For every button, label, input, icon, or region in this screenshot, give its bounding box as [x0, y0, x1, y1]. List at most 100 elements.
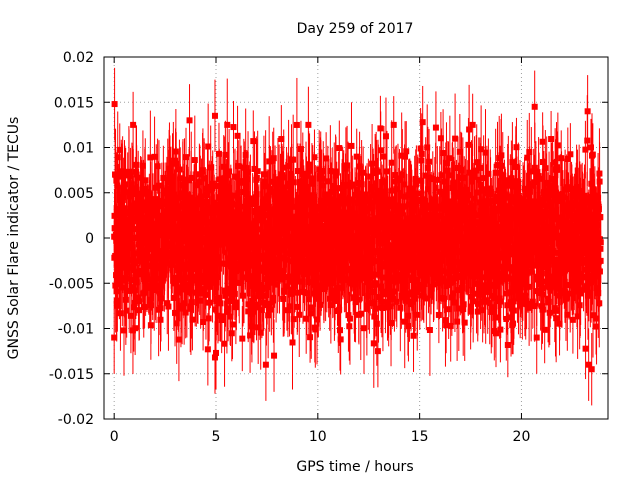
data-point: [279, 194, 286, 201]
data-point: [420, 196, 427, 203]
data-point: [190, 259, 197, 266]
data-point: [315, 289, 322, 296]
data-point: [415, 260, 422, 267]
data-point: [257, 293, 264, 300]
data-point: [278, 214, 285, 221]
data-point: [188, 174, 195, 181]
data-point: [374, 220, 381, 227]
data-point: [280, 174, 287, 181]
data-point: [203, 191, 210, 198]
data-point: [287, 224, 294, 231]
data-point: [278, 136, 285, 143]
data-point: [460, 263, 467, 270]
data-point: [343, 245, 350, 252]
data-point: [128, 264, 135, 271]
data-point: [391, 288, 398, 295]
data-point: [124, 189, 131, 196]
data-point: [305, 263, 312, 270]
data-point: [244, 224, 251, 231]
data-point: [310, 281, 317, 288]
data-point: [446, 155, 453, 162]
data-point: [459, 273, 466, 280]
data-point: [359, 257, 366, 264]
data-point: [255, 279, 262, 286]
data-point: [231, 219, 238, 226]
data-point: [295, 227, 302, 234]
data-point: [407, 185, 414, 192]
data-point: [417, 217, 424, 224]
data-point: [392, 278, 399, 285]
data-point: [459, 174, 466, 181]
data-point: [271, 190, 278, 197]
data-point: [376, 232, 383, 239]
data-point: [155, 203, 162, 210]
data-point: [332, 271, 339, 278]
data-point: [196, 247, 203, 254]
data-point: [442, 185, 449, 192]
data-point: [247, 196, 254, 203]
data-point: [154, 163, 161, 170]
data-point: [362, 191, 369, 198]
data-point: [365, 282, 372, 289]
data-point: [183, 215, 190, 222]
data-point: [176, 272, 183, 279]
data-point: [338, 239, 345, 246]
data-point: [216, 237, 223, 244]
data-point: [294, 168, 301, 175]
data-point: [403, 148, 410, 155]
data-point: [390, 121, 397, 128]
data-point: [411, 290, 418, 297]
data-point: [166, 177, 173, 184]
data-point: [253, 191, 260, 198]
data-point: [350, 233, 357, 240]
data-point: [456, 148, 463, 155]
data-point: [357, 239, 364, 246]
data-point: [127, 238, 134, 245]
data-point: [381, 231, 388, 238]
data-point: [220, 175, 227, 182]
data-point: [288, 173, 295, 180]
data-point: [286, 237, 293, 244]
data-point: [209, 185, 216, 192]
data-point: [184, 211, 191, 218]
data-point: [382, 133, 389, 140]
data-point: [338, 277, 345, 284]
data-point: [218, 178, 225, 185]
data-point: [271, 196, 278, 203]
data-point: [114, 270, 121, 277]
data-point: [266, 158, 273, 165]
data-point: [416, 285, 423, 292]
data-point: [179, 220, 186, 227]
data-point: [283, 283, 290, 290]
data-point: [301, 235, 308, 242]
data-point: [414, 196, 421, 203]
data-point: [293, 121, 300, 128]
data-point: [301, 208, 308, 215]
data-point: [126, 168, 133, 175]
data-point: [221, 185, 228, 192]
data-point: [440, 267, 447, 274]
data-point: [172, 157, 179, 164]
data-point: [213, 208, 220, 215]
data-point: [179, 275, 186, 282]
data-point: [153, 242, 160, 249]
data-point: [391, 274, 398, 281]
data-point: [322, 198, 329, 205]
data-point: [233, 299, 240, 306]
data-point: [345, 219, 352, 226]
data-point: [127, 312, 134, 319]
data-point: [169, 173, 176, 180]
data-point: [271, 261, 278, 268]
data-point: [228, 330, 235, 337]
data-point: [206, 299, 213, 306]
data-point: [160, 230, 167, 237]
data-point: [290, 156, 297, 163]
data-point: [305, 223, 312, 230]
data-point: [296, 278, 303, 285]
data-point: [434, 176, 441, 183]
data-point: [240, 188, 247, 195]
data-point: [246, 262, 253, 269]
data-point: [317, 258, 324, 265]
data-point: [204, 187, 211, 194]
data-point: [188, 279, 195, 286]
